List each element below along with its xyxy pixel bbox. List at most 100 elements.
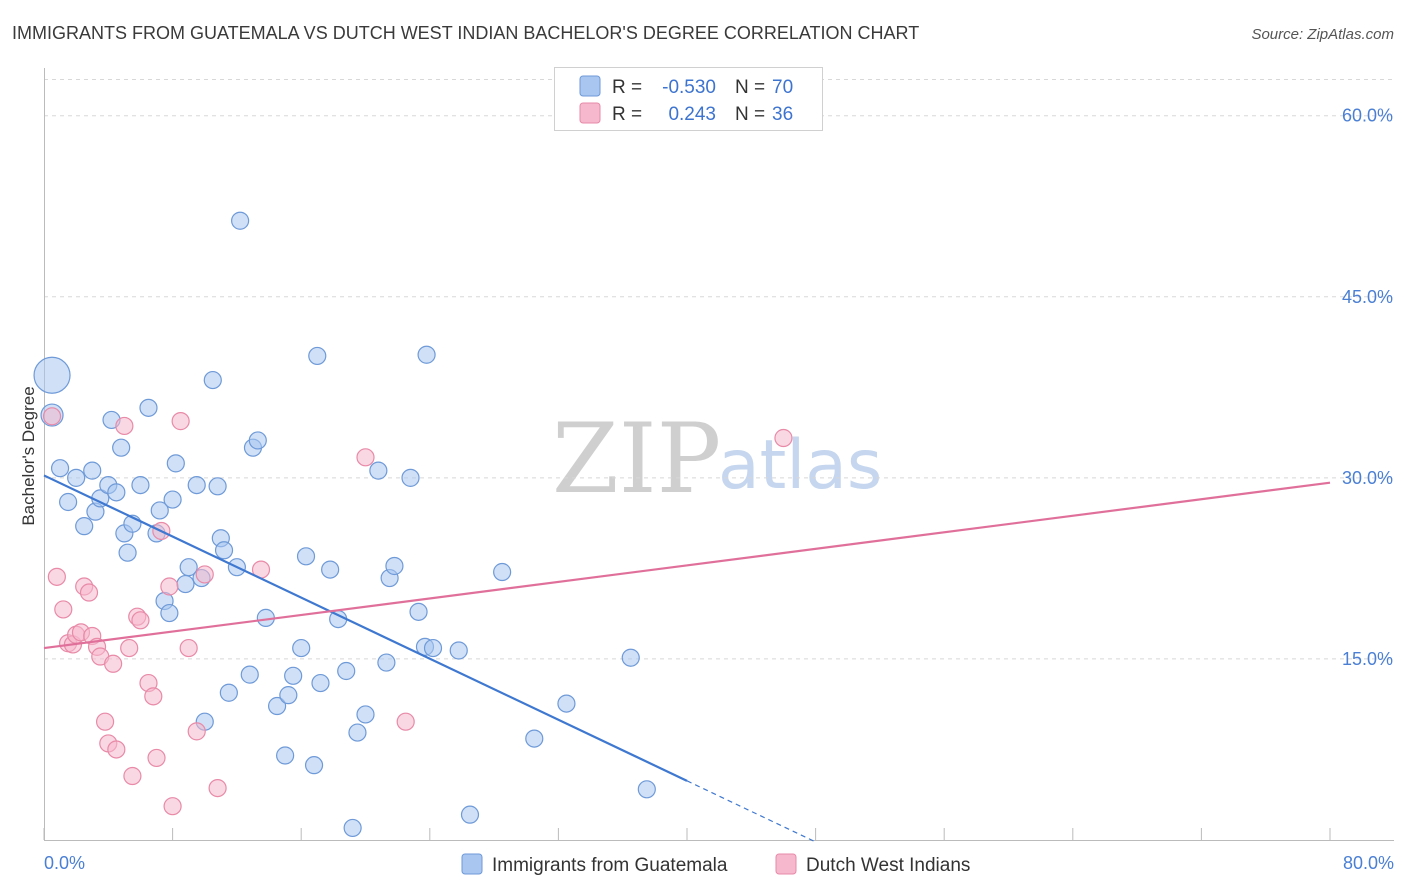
point-guatemala bbox=[67, 468, 86, 487]
point-guatemala bbox=[356, 705, 375, 724]
point-guatemala bbox=[637, 780, 656, 799]
point-dutch-west-indian bbox=[396, 712, 415, 731]
point-guatemala bbox=[276, 746, 295, 765]
legend-swatch-blue bbox=[579, 75, 601, 97]
point-guatemala bbox=[279, 686, 298, 705]
stats-legend: R = -0.530 N = 70 R = 0.243 N = 36 bbox=[554, 67, 823, 131]
legend-r-value-2: 0.243 bbox=[668, 104, 716, 125]
point-dutch-west-indian bbox=[195, 565, 214, 584]
point-guatemala bbox=[449, 641, 468, 660]
watermark-atlas: atlas bbox=[718, 426, 882, 505]
point-dutch-west-indian bbox=[131, 611, 150, 630]
x-tick-marks bbox=[43, 828, 1331, 840]
point-dutch-west-indian bbox=[774, 428, 793, 448]
point-guatemala bbox=[107, 483, 126, 502]
point-guatemala bbox=[296, 547, 316, 566]
series-legend-label-guatemala: Immigrants from Guatemala bbox=[492, 855, 728, 876]
point-guatemala bbox=[385, 556, 404, 576]
series-legend-swatch-blue bbox=[461, 853, 483, 875]
point-guatemala bbox=[284, 666, 303, 685]
y-tick-label: 15.0% bbox=[1342, 649, 1393, 669]
point-dutch-west-indian bbox=[47, 567, 66, 586]
point-guatemala bbox=[292, 638, 311, 658]
point-dutch-west-indian bbox=[144, 687, 163, 706]
y-tick-label: 60.0% bbox=[1342, 106, 1393, 126]
point-guatemala bbox=[176, 574, 195, 594]
point-guatemala bbox=[409, 602, 428, 621]
trend-line-dutch-west-indians bbox=[43, 481, 1331, 650]
trend-lines bbox=[43, 474, 1331, 843]
point-dutch-west-indian bbox=[356, 448, 375, 467]
x-tick-label-max: 80.0% bbox=[1343, 853, 1394, 873]
point-guatemala bbox=[160, 603, 179, 623]
point-guatemala bbox=[112, 438, 131, 457]
point-guatemala bbox=[348, 723, 367, 742]
point-dutch-west-indian bbox=[123, 766, 142, 786]
legend-swatch-pink bbox=[579, 102, 601, 124]
point-guatemala bbox=[493, 562, 512, 582]
point-guatemala bbox=[139, 398, 158, 417]
legend-r-label-1: R = bbox=[612, 77, 642, 98]
point-dutch-west-indian bbox=[163, 797, 182, 816]
y-tick-label: 30.0% bbox=[1342, 468, 1393, 488]
series-legend-swatch-pink bbox=[775, 853, 797, 875]
point-guatemala bbox=[118, 543, 137, 562]
point-guatemala bbox=[267, 696, 287, 716]
series-legend-label-dutch-west-indians: Dutch West Indians bbox=[806, 855, 970, 876]
point-guatemala bbox=[166, 454, 185, 473]
chart-title: IMMIGRANTS FROM GUATEMALA VS DUTCH WEST … bbox=[12, 23, 919, 43]
point-guatemala bbox=[240, 665, 259, 684]
point-dutch-west-indian bbox=[208, 778, 227, 798]
point-guatemala bbox=[343, 818, 362, 838]
point-guatemala bbox=[83, 461, 102, 480]
watermark-zip: ZIP bbox=[552, 403, 721, 515]
point-guatemala bbox=[203, 370, 222, 390]
point-dutch-west-indian bbox=[179, 638, 198, 658]
point-guatemala bbox=[163, 490, 182, 509]
point-dutch-west-indian bbox=[95, 712, 115, 731]
point-guatemala bbox=[377, 653, 396, 672]
point-guatemala bbox=[621, 648, 640, 667]
x-tick-label-min: 0.0% bbox=[44, 853, 85, 873]
point-dutch-west-indian bbox=[115, 416, 134, 436]
point-guatemala bbox=[219, 683, 238, 702]
point-guatemala bbox=[557, 694, 576, 713]
legend-n-label-1: N = bbox=[735, 77, 765, 98]
point-guatemala bbox=[187, 476, 206, 495]
point-guatemala bbox=[369, 461, 388, 480]
y-tick-labels: 15.0% 30.0% 45.0% 60.0% bbox=[1342, 106, 1393, 669]
point-dutch-west-indian bbox=[107, 740, 126, 759]
point-guatemala bbox=[321, 560, 340, 579]
point-dutch-west-indian bbox=[104, 654, 123, 673]
point-guatemala bbox=[179, 558, 198, 577]
legend-r-value-1: -0.530 bbox=[662, 77, 716, 98]
point-guatemala bbox=[50, 459, 70, 478]
legend-n-value-1: 70 bbox=[772, 77, 793, 98]
point-dutch-west-indian bbox=[120, 638, 139, 658]
chart-source: Source: ZipAtlas.com bbox=[1251, 26, 1394, 43]
point-guatemala bbox=[423, 638, 443, 658]
point-guatemala bbox=[401, 468, 420, 487]
point-dutch-west-indian bbox=[160, 577, 179, 596]
legend-n-value-2: 36 bbox=[772, 104, 793, 125]
point-guatemala bbox=[337, 661, 356, 681]
scatter-points bbox=[33, 211, 793, 838]
legend-r-label-2: R = bbox=[612, 104, 642, 125]
point-dutch-west-indian bbox=[79, 583, 99, 602]
point-guatemala bbox=[231, 211, 250, 230]
point-dutch-west-indian bbox=[42, 407, 62, 426]
series-legend: Immigrants from Guatemala Dutch West Ind… bbox=[461, 853, 970, 876]
point-dutch-west-indian bbox=[187, 722, 206, 741]
point-dutch-west-indian bbox=[54, 600, 73, 619]
trend-line-guatemala bbox=[43, 474, 688, 782]
y-axis-label: Bachelor's Degree bbox=[19, 386, 38, 525]
point-guatemala bbox=[75, 517, 94, 536]
trend-line-extension bbox=[686, 780, 816, 843]
point-guatemala bbox=[33, 356, 71, 394]
point-guatemala bbox=[311, 673, 330, 693]
point-dutch-west-indian bbox=[147, 748, 166, 768]
point-guatemala bbox=[248, 431, 267, 450]
point-guatemala bbox=[214, 541, 234, 560]
point-guatemala bbox=[417, 345, 436, 364]
